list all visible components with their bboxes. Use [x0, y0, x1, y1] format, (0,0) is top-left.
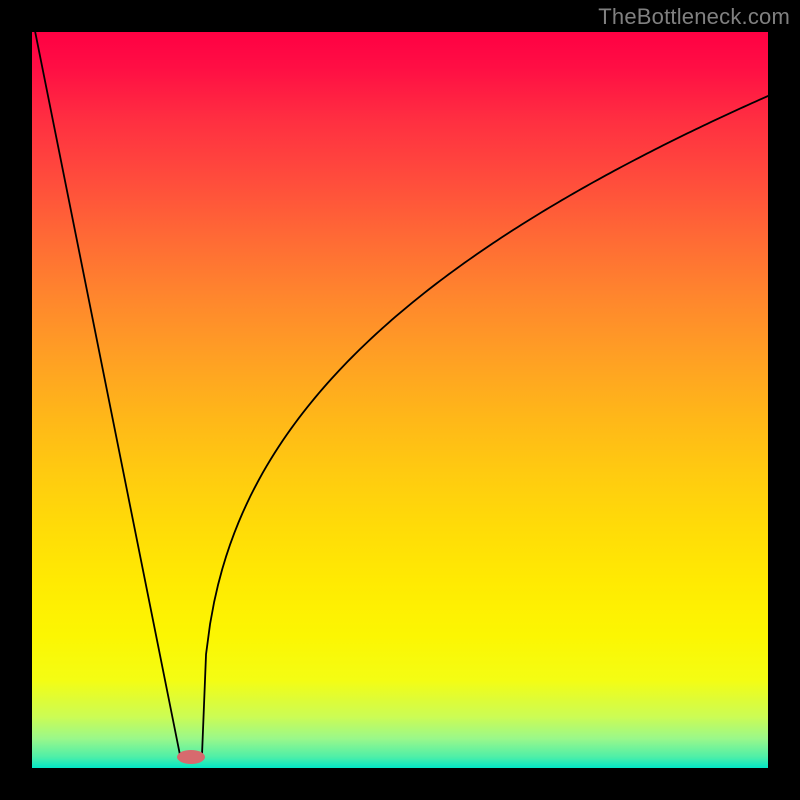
watermark-text: TheBottleneck.com	[598, 4, 790, 30]
chart-container: TheBottleneck.com	[0, 0, 800, 800]
optimal-marker	[177, 750, 205, 764]
chart-svg	[0, 0, 800, 800]
plot-background	[32, 32, 768, 768]
